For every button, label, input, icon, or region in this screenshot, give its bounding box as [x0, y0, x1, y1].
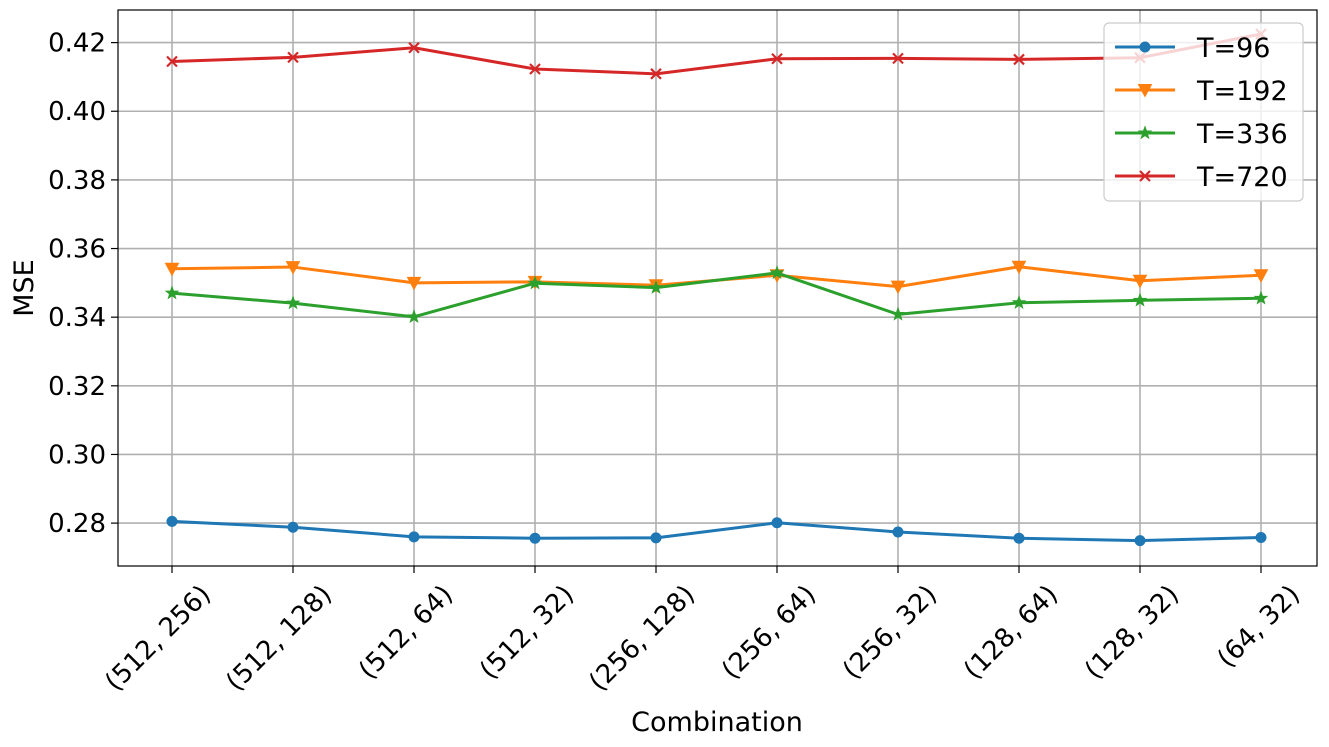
data-point [1132, 274, 1148, 289]
x-tick-label: (256, 128) [584, 580, 701, 697]
data-point [890, 306, 906, 321]
legend-label: T=96 [1196, 33, 1270, 64]
data-point [1132, 292, 1148, 307]
y-tick-label: 0.36 [48, 235, 106, 265]
x-tick-label: (64, 32) [1212, 580, 1306, 674]
y-tick-label: 0.40 [48, 97, 106, 127]
data-point [408, 41, 420, 54]
x-tick-label: (256, 32) [837, 580, 943, 686]
data-point [771, 517, 783, 529]
series-line [171, 519, 1262, 543]
legend-box [1103, 22, 1304, 202]
x-tick-label: (512, 32) [474, 580, 580, 686]
y-tick-label: 0.32 [48, 372, 106, 402]
data-point [527, 275, 543, 290]
series-2 [164, 265, 1269, 324]
y-tick-label: 0.30 [48, 440, 106, 470]
legend-label: T=336 [1196, 119, 1288, 150]
data-point [408, 531, 420, 543]
legend-marker [1137, 84, 1153, 98]
x-tick-label: (512, 64) [353, 580, 459, 686]
data-point [166, 55, 178, 68]
data-point [1253, 269, 1269, 283]
data-point [285, 295, 301, 310]
data-point [1134, 535, 1146, 547]
data-point [1013, 53, 1025, 66]
x-tick-labels: (512, 256) (512, 128) (512, 64) (512, 32) (2… [100, 580, 1306, 697]
series-line [171, 32, 1262, 76]
data-point [892, 52, 904, 65]
data-point [769, 265, 785, 280]
series-1 [164, 260, 1269, 295]
legend: T=96 T=192 T=336 T=720 [1103, 22, 1304, 202]
data-point [1013, 532, 1025, 544]
y-tick-label: 0.28 [48, 509, 106, 539]
data-point [164, 262, 180, 277]
data-point [890, 280, 906, 295]
y-axis-title: MSE [9, 259, 40, 317]
data-point [650, 532, 662, 544]
data-point [648, 280, 664, 294]
data-point [287, 51, 299, 64]
data-point [1253, 290, 1269, 305]
data-point [285, 261, 301, 275]
data-point [892, 526, 904, 538]
x-axis-title: Combination [631, 707, 803, 738]
data-point [166, 515, 178, 527]
data-point [406, 276, 422, 291]
x-tick-label: (256, 64) [716, 580, 822, 686]
data-point [287, 521, 299, 533]
series-lines [164, 28, 1269, 547]
series-0 [166, 515, 1267, 547]
x-tick-label: (512, 128) [221, 580, 338, 697]
y-tick-label: 0.38 [48, 166, 106, 196]
axes [111, 9, 1318, 573]
legend-label: T=720 [1196, 162, 1288, 193]
plot-frame [117, 9, 1318, 567]
data-point [1011, 295, 1027, 309]
data-point [529, 532, 541, 544]
series-3 [166, 28, 1267, 80]
x-tick-label: (128, 32) [1079, 580, 1185, 686]
data-point [164, 285, 180, 300]
legend-label: T=192 [1196, 76, 1288, 107]
series-line [171, 271, 1262, 319]
data-point [1011, 260, 1027, 275]
grid [118, 10, 1317, 566]
series-line [171, 265, 1262, 289]
data-point [650, 68, 662, 80]
legend-marker [1139, 170, 1151, 182]
y-tick-labels: 0.28 0.30 0.32 0.34 0.36 0.38 0.40 0.42 [48, 29, 106, 539]
y-tick-label: 0.34 [48, 303, 106, 333]
legend-marker [1139, 41, 1151, 53]
data-point [406, 309, 422, 324]
data-point [1255, 532, 1267, 544]
data-point [529, 63, 541, 75]
legend-marker [1137, 125, 1153, 140]
x-tick-label: (128, 64) [958, 580, 1064, 686]
x-tick-label: (512, 256) [100, 580, 217, 697]
data-point [771, 52, 783, 65]
y-tick-label: 0.42 [48, 29, 106, 59]
